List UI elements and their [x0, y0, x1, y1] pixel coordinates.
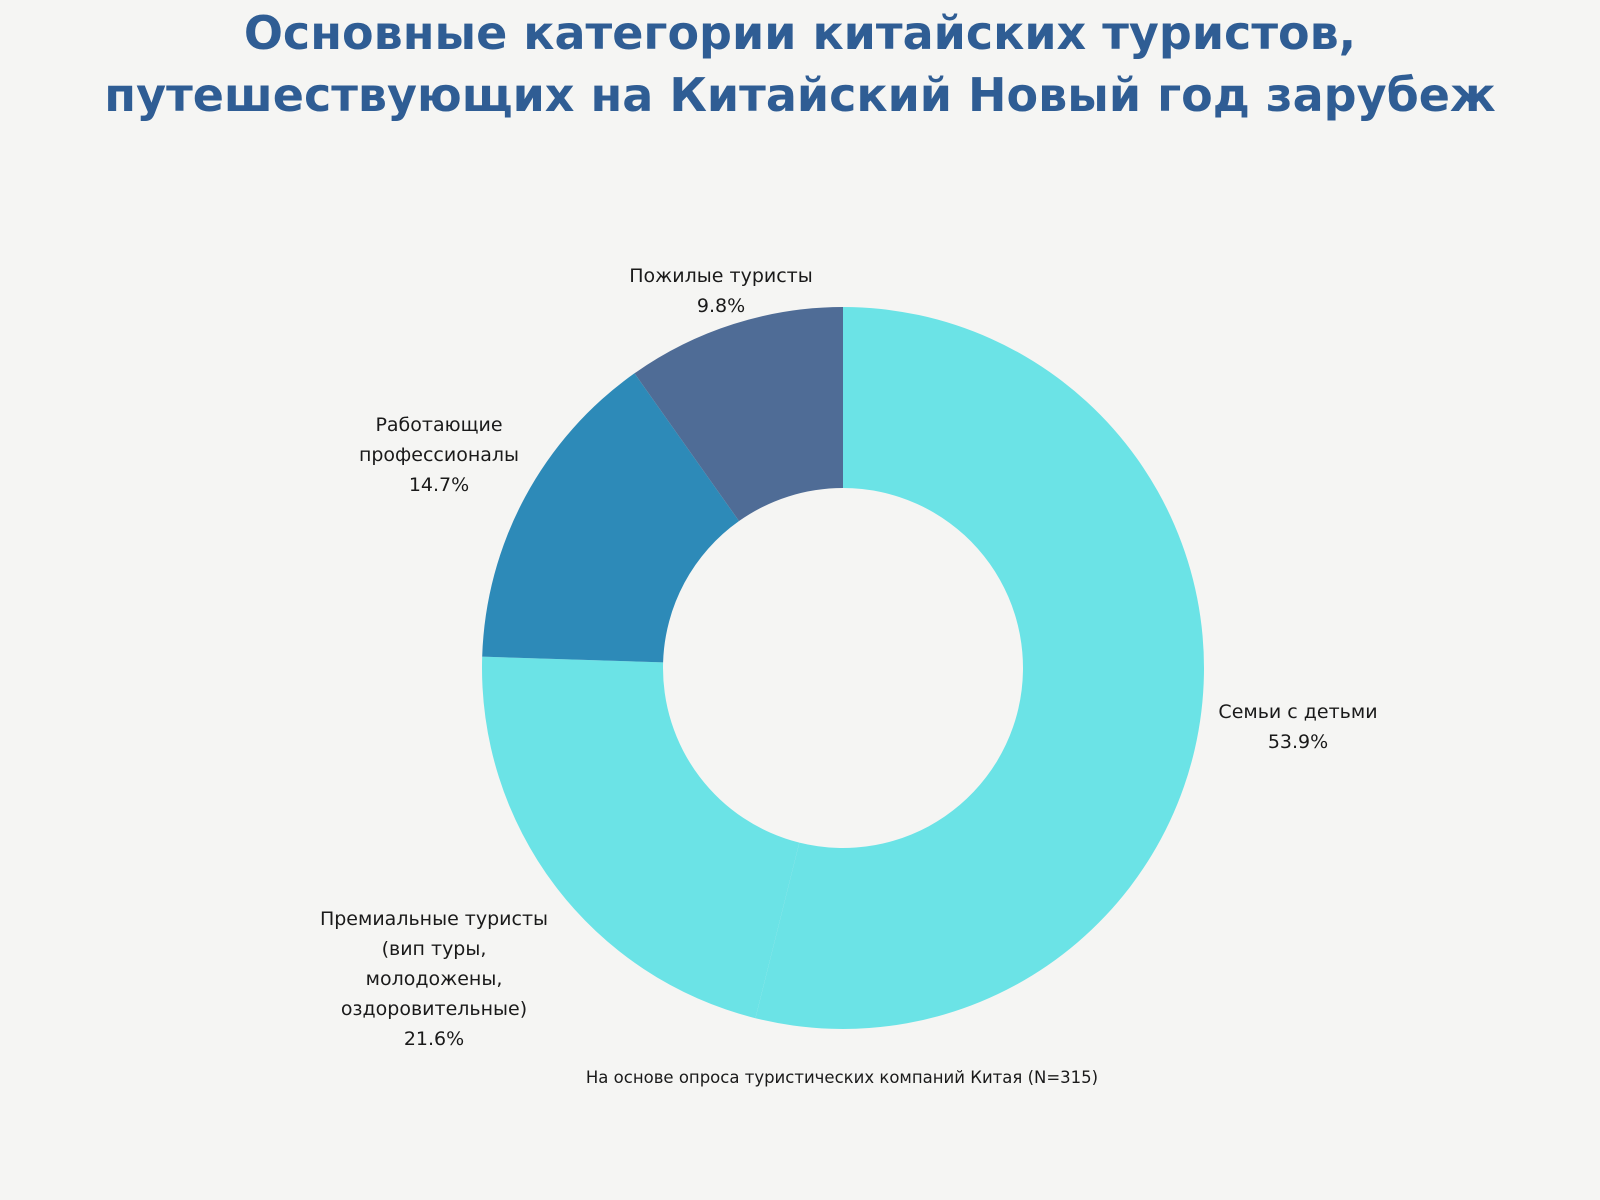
slice-value-label: 53.9% — [1268, 731, 1328, 753]
donut-slice-4 — [634, 307, 843, 522]
slice-category-label: Пожилые туристы — [629, 265, 813, 287]
slice-category-label: профессионалы — [359, 444, 519, 466]
donut-slice-2 — [482, 656, 800, 1019]
slice-labels: Семьи с детьми 53.9% Премиальные туристы (в… — [320, 265, 1378, 1050]
slice-category-label: оздоровительные) — [341, 998, 527, 1020]
slice-category-label: (вип туры, — [382, 938, 487, 960]
chart-title: Основные категории китайских туристов, п… — [0, 2, 1600, 126]
source-note: На основе опроса туристических компаний … — [586, 1068, 1098, 1087]
slice-value-label: 21.6% — [404, 1028, 464, 1050]
slice-value-label: 9.8% — [697, 295, 745, 317]
slice-label-1: Семьи с детьми 53.9% — [1218, 701, 1377, 753]
slice-value-label: 14.7% — [409, 474, 469, 496]
slice-label-2: Премиальные туристы (вип туры, молодожены,… — [320, 908, 548, 1050]
slice-category-label: Премиальные туристы — [320, 908, 548, 930]
donut-slices — [482, 307, 1204, 1029]
donut-slice-3 — [482, 373, 740, 663]
chart-title-line-1: Основные категории китайских туристов, — [243, 6, 1357, 60]
slice-label-4: Пожилые туристы 9.8% — [629, 265, 813, 317]
slice-category-label: Семьи с детьми — [1218, 701, 1377, 723]
slice-category-label: молодожены, — [366, 968, 503, 990]
slice-label-3: Работающие профессионалы 14.7% — [359, 414, 519, 496]
chart-title-line-2: путешествующих на Китайский Новый год за… — [104, 68, 1496, 122]
slice-category-label: Работающие — [375, 414, 502, 436]
donut-slice-1 — [755, 307, 1204, 1029]
